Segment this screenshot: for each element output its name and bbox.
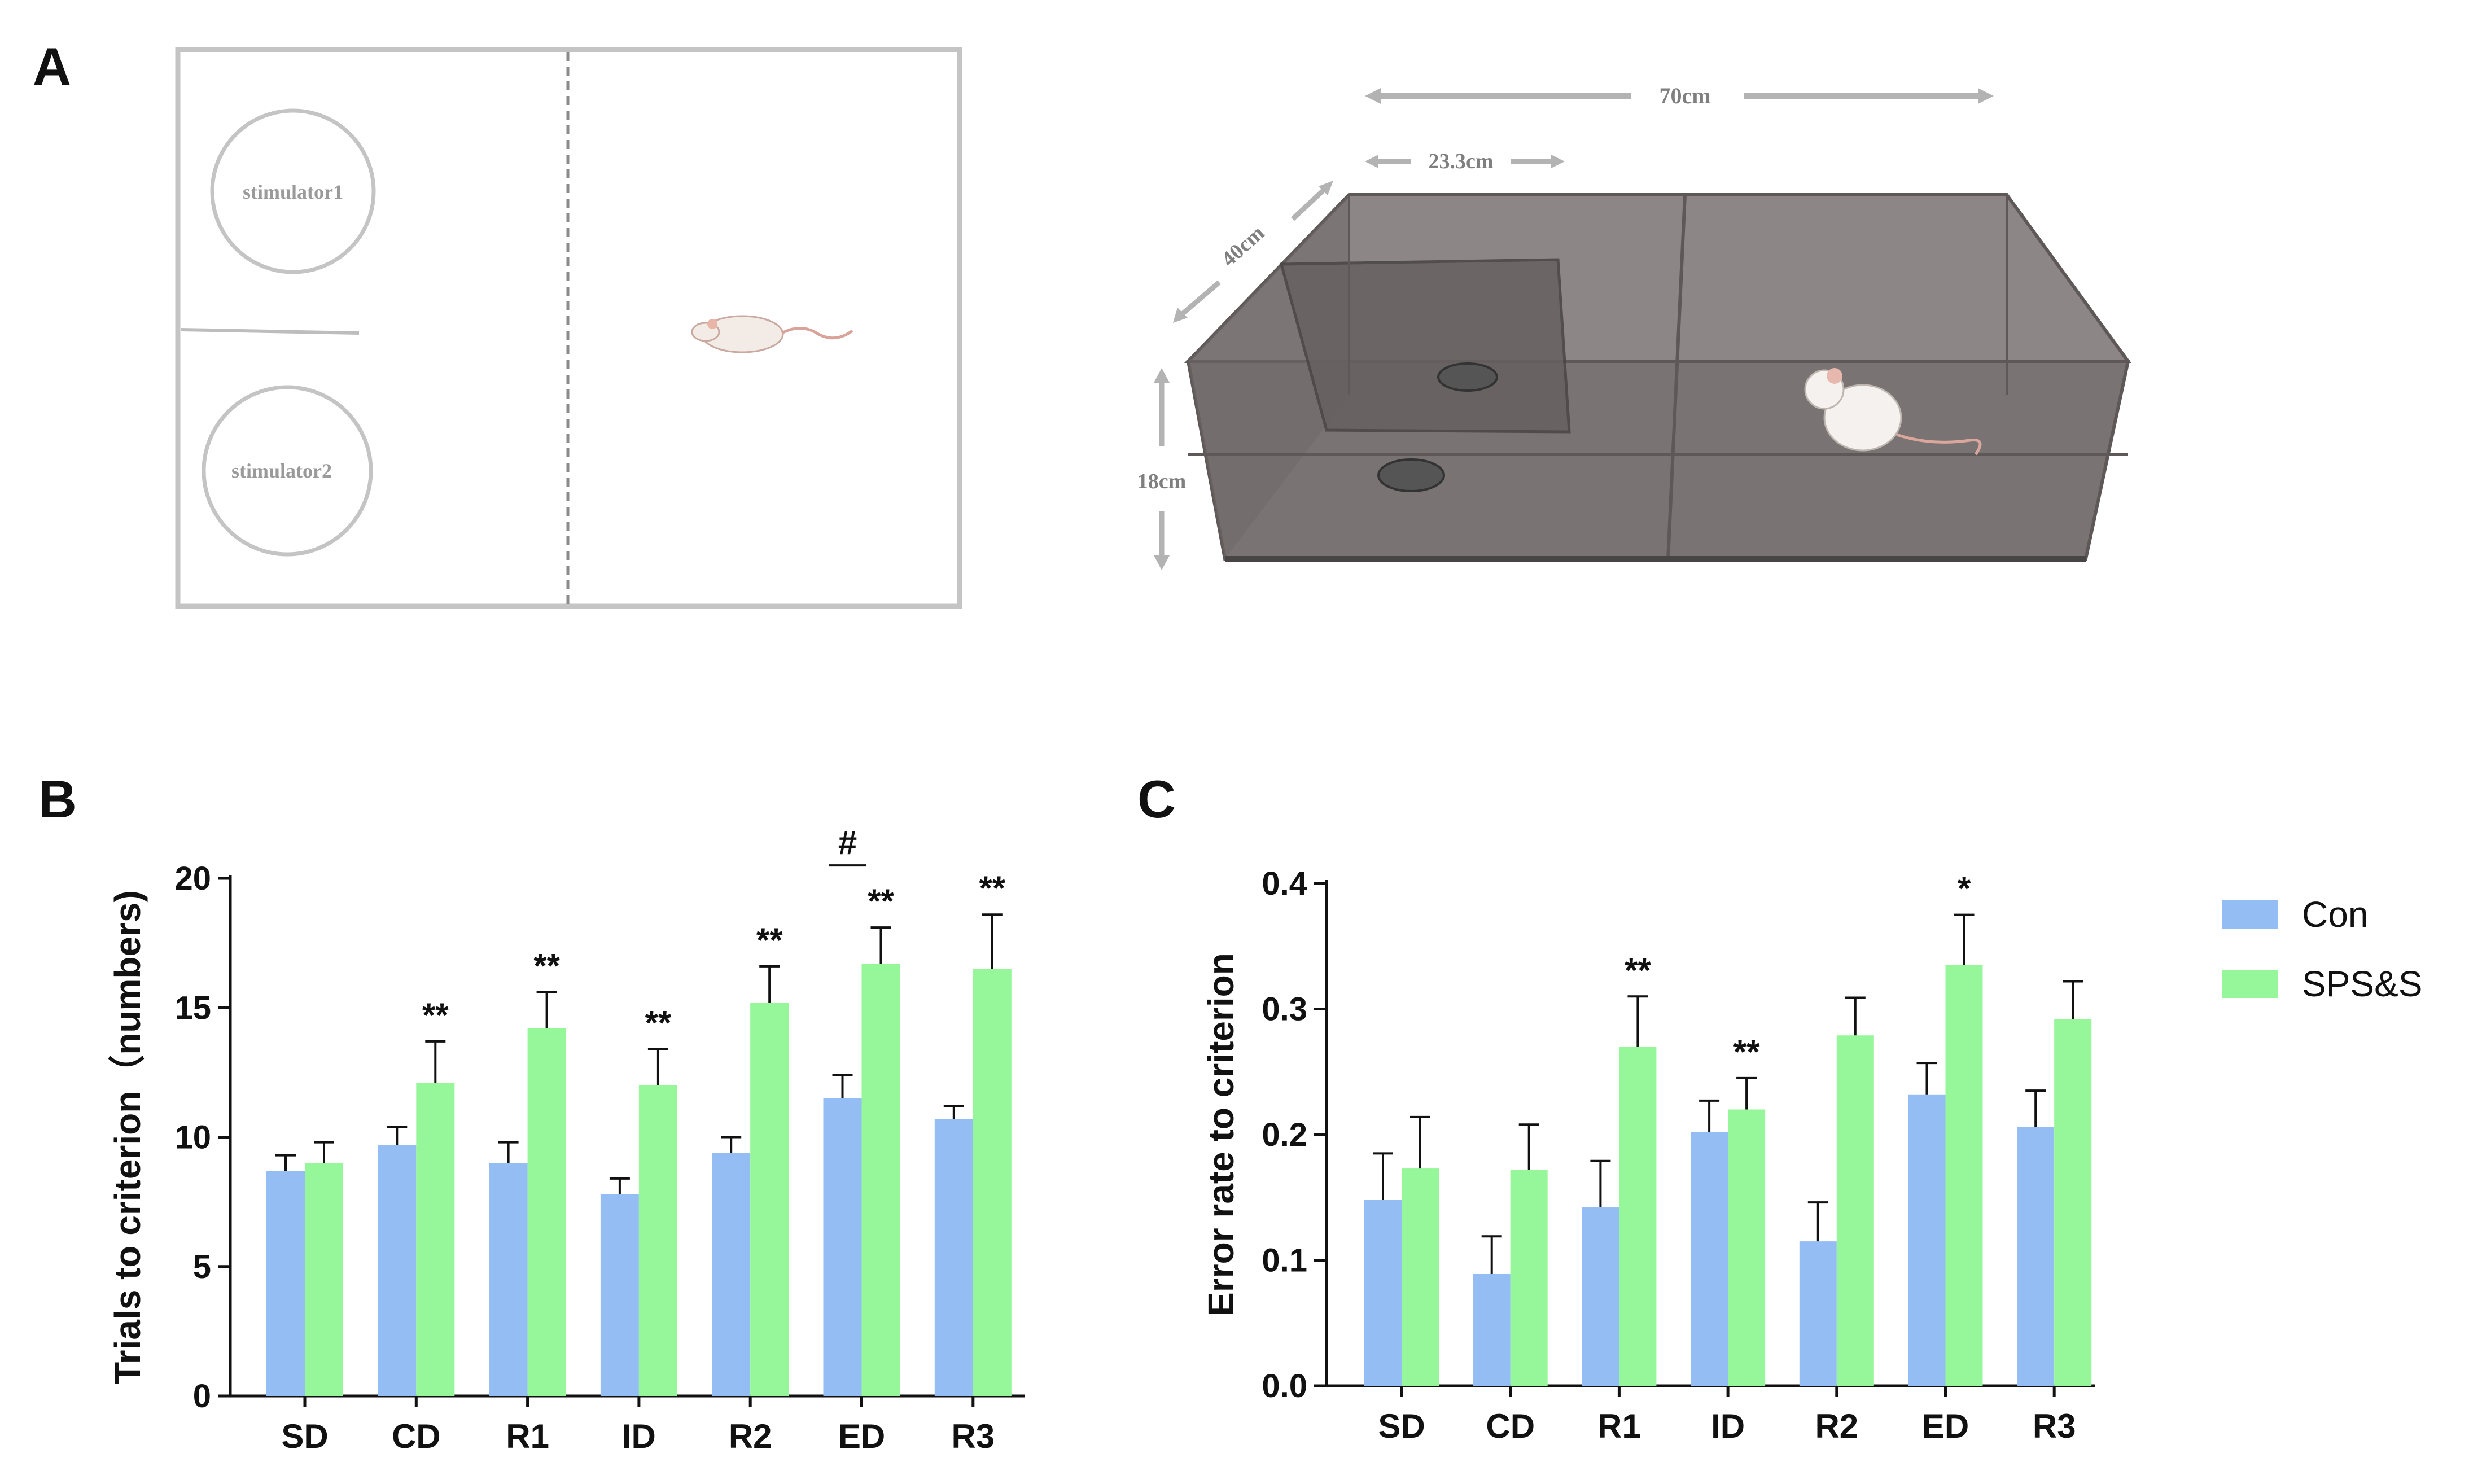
stimulator2-circle [202,385,373,557]
bar-sps [416,1083,455,1396]
legend: Con SPS&S [2222,894,2422,1004]
significance-label: ** [868,882,894,920]
y-axis-title: Error rate to criterion [1201,953,1241,1316]
bar-sps [1402,1168,1439,1386]
bar-con [489,1163,528,1396]
stimulator2-label: stimulator2 [231,459,332,482]
bar-con [1364,1200,1402,1386]
x-tick-label: ID [622,1417,656,1455]
dim-70cm: 70cm [1365,83,1994,108]
stimulator-separator [180,328,360,335]
x-tick-label: R2 [729,1417,772,1455]
y-tick-label: 15 [174,990,211,1026]
y-tick-label: 0.1 [1262,1242,1307,1279]
bar-sps [861,964,900,1396]
stimulator1-label: stimulator1 [243,181,343,203]
svg-text:40cm: 40cm [1217,221,1269,272]
x-tick-label: R1 [506,1417,549,1455]
y-tick-label: 20 [174,860,211,897]
bar-con [1908,1094,1946,1386]
x-tick-label: SD [1378,1407,1425,1445]
bar-con [600,1194,639,1396]
x-tick-label: CD [1486,1407,1535,1445]
panel-label-b: B [38,769,77,829]
y-tick-label: 0.3 [1262,991,1307,1028]
mouse-top-icon [691,315,853,353]
top-view-diagram: stimulator1 stimulator2 [175,47,962,609]
legend-swatch-sps [2222,970,2278,998]
significance-label: ** [1625,951,1651,989]
hash-annotation: # [838,824,857,861]
bar-con [823,1098,862,1396]
panel-label-c: C [1137,769,1176,829]
bar-sps [750,1003,789,1396]
bar-con [266,1171,305,1396]
y-tick-label: 5 [193,1249,211,1285]
bar-con [1582,1207,1619,1386]
significance-label: ** [979,869,1005,907]
y-tick-label: 0.2 [1262,1117,1307,1153]
cup-icon-1 [1437,362,1498,392]
bar-sps [638,1085,677,1396]
x-tick-label: R3 [951,1417,995,1455]
significance-label: ** [756,921,783,959]
bar-sps [305,1163,343,1396]
legend-swatch-con [2222,900,2278,929]
bar-con [1473,1273,1511,1386]
bar-sps [1728,1109,1766,1386]
apparatus-3d-diagram: 70cm 23.3cm 40cm 18cm [1137,83,2131,570]
arena-outline [175,47,962,609]
cup-icon-2 [1377,458,1445,492]
significance-label: ** [1733,1033,1760,1071]
error-rate-chart: 0.0 0.1 0.2 0.3 0.4 Error rate to criterion SD… [1201,865,2095,1445]
bar-sps [1945,965,1983,1386]
bar-sps [527,1028,566,1396]
mouse-side-icon [1804,368,1982,456]
bar-con [934,1119,973,1396]
x-tick-label: ID [1711,1407,1745,1445]
legend-label-sps: SPS&S [2302,964,2422,1004]
svg-text:70cm: 70cm [1659,83,1710,108]
x-tick-label: SD [281,1417,328,1455]
dim-23-3cm: 23.3cm [1365,150,1565,173]
significance-label: ** [422,996,449,1034]
bar-con [1691,1132,1728,1386]
bar-sps [2054,1019,2092,1386]
x-tick-label: R3 [2033,1407,2076,1445]
panel-label-a: A [33,37,71,96]
dim-18cm: 18cm [1137,368,1187,570]
bar-con [2017,1127,2055,1386]
svg-text:23.3cm: 23.3cm [1428,150,1493,173]
significance-label: ** [533,947,560,985]
bar-sps [1619,1047,1657,1386]
svg-text:18cm: 18cm [1137,470,1187,493]
significance-label: * [1958,870,1971,908]
y-axis-title: Trials to criterion（numbers) [107,890,148,1384]
x-tick-label: ED [1922,1407,1969,1445]
legend-label-con: Con [2302,894,2368,935]
x-tick-label: ED [838,1417,885,1455]
y-tick-label: 0 [193,1378,211,1415]
bar-con [1799,1241,1837,1386]
x-tick-label: R2 [1815,1407,1858,1445]
box-partition-right [1666,194,1687,559]
x-tick-label: R1 [1597,1407,1641,1445]
bar-sps [973,969,1012,1396]
bar-sps [1510,1170,1548,1386]
y-tick-label: 0.4 [1262,865,1307,902]
x-tick-label: CD [392,1417,441,1455]
bar-con [378,1145,417,1396]
bar-con [712,1153,751,1396]
y-tick-label: 10 [174,1119,211,1156]
sliding-door [1279,258,1571,434]
stimulator1-circle [210,108,376,274]
y-tick-label: 0.0 [1262,1368,1307,1404]
significance-label: ** [645,1004,672,1042]
trials-chart: 0 5 10 15 20 Trials to criterion（numbers) SD CD… [107,824,1025,1455]
bar-sps [1836,1035,1874,1386]
